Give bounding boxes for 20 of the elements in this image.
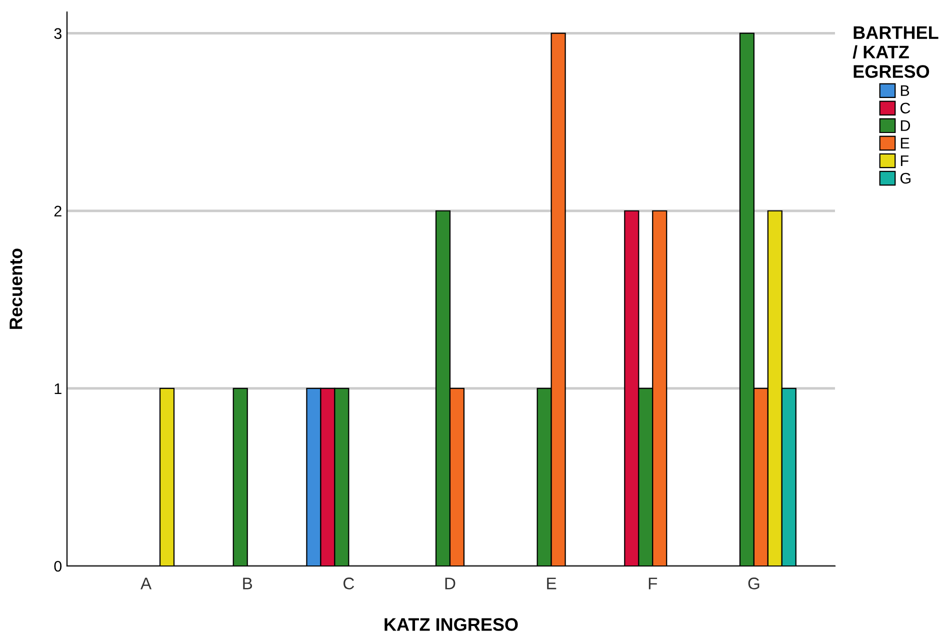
x-tick-label: G <box>748 578 760 590</box>
y-axis-title: Recuento <box>10 248 22 329</box>
x-axis-title: KATZ INGRESO <box>384 618 518 631</box>
legend-title: BARTHEL / KATZ EGRESO <box>852 26 938 78</box>
x-tick-label: B <box>243 578 252 590</box>
legend-label: B <box>900 85 910 96</box>
x-tick-label: E <box>547 578 556 590</box>
legend-label: E <box>900 138 910 148</box>
x-tick-label: C <box>343 578 354 590</box>
x-tick-label: F <box>648 578 658 590</box>
legend-label: G <box>900 172 910 184</box>
y-tick-label: 0 <box>54 560 62 572</box>
legend-label: C <box>900 102 910 114</box>
legend-label: F <box>900 155 908 166</box>
legend-label: D <box>900 120 910 131</box>
x-tick-label: D <box>445 578 456 590</box>
x-tick-label: A <box>140 578 152 590</box>
y-tick-label: 2 <box>54 206 62 216</box>
y-tick-label: 1 <box>54 383 62 394</box>
y-tick-label: 3 <box>54 28 62 39</box>
